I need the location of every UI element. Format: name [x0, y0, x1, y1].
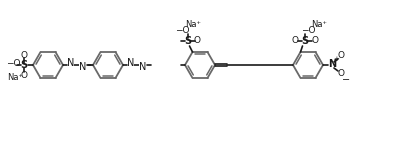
Text: Na⁺: Na⁺: [7, 73, 23, 82]
Text: N: N: [127, 58, 135, 68]
Text: S: S: [301, 36, 308, 46]
Text: −O: −O: [6, 60, 20, 69]
Text: N: N: [67, 58, 75, 68]
Text: −: −: [342, 75, 350, 85]
Text: O: O: [311, 36, 318, 45]
Text: N: N: [79, 62, 87, 72]
Text: +: +: [333, 56, 339, 62]
Text: Na⁺: Na⁺: [312, 20, 327, 29]
Text: O: O: [291, 36, 298, 45]
Text: Na⁺: Na⁺: [185, 20, 202, 29]
Text: −O: −O: [301, 26, 316, 35]
Text: −O: −O: [175, 26, 190, 35]
Text: O: O: [194, 36, 201, 45]
Text: N: N: [139, 62, 147, 72]
Text: O: O: [20, 51, 28, 60]
Text: O: O: [20, 71, 28, 80]
Text: N: N: [328, 59, 336, 69]
Text: S: S: [184, 36, 191, 46]
Text: O: O: [338, 51, 345, 60]
Text: O: O: [338, 69, 345, 78]
Text: S: S: [20, 60, 28, 70]
